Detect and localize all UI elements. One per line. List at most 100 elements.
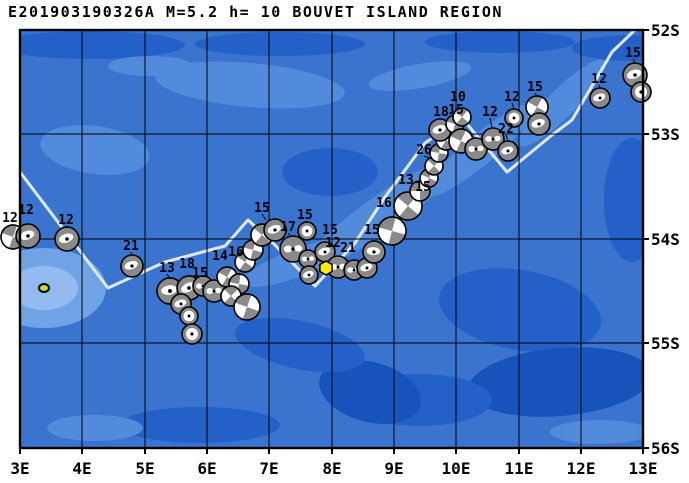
event-depth-label: 15 — [364, 223, 380, 238]
event-depth-label: 22 — [498, 122, 514, 137]
bathymetry-patch — [572, 35, 643, 61]
event-depth-label: 12 — [325, 236, 341, 251]
focal-mechanism — [630, 81, 652, 103]
epicenter-marker — [319, 260, 333, 276]
bathymetry-patch — [604, 138, 643, 262]
event-depth-label: 14 — [212, 249, 228, 264]
event-depth-label: 21 — [123, 239, 139, 254]
x-tick-label: 8E — [322, 459, 341, 478]
event-depth-label: 12 — [591, 72, 607, 87]
label-leader-line — [130, 251, 133, 257]
event-depth-label: 15 — [527, 80, 543, 95]
focal-mechanism — [314, 241, 336, 263]
bathymetry-patch — [120, 407, 280, 443]
focal-mechanism — [297, 221, 317, 241]
focal-mechanism — [481, 127, 505, 151]
y-tick-label: 55S — [651, 334, 680, 353]
focal-mechanism — [362, 240, 386, 264]
bathymetry-patch — [155, 61, 345, 109]
event-depth-label: 16 — [376, 196, 392, 211]
event-depth-label: 26 — [416, 143, 432, 158]
event-depth-label: 16 — [228, 245, 244, 260]
x-tick-label: 7E — [259, 459, 278, 478]
event-depth-label: 12 — [18, 203, 34, 218]
event-depth-label: 12 — [504, 90, 520, 105]
bathymetry-patch — [438, 268, 602, 352]
event-depth-label: 17 — [280, 220, 296, 235]
focal-mechanism — [589, 87, 611, 109]
focal-mechanism — [263, 218, 287, 242]
event-depth-label: 18 — [433, 105, 449, 120]
label-leader-line — [598, 84, 601, 89]
label-leader-line — [489, 117, 493, 129]
graticule — [20, 30, 643, 448]
label-leader-line — [287, 232, 292, 238]
x-tick-label: 3E — [10, 459, 29, 478]
bathymetry-patch — [468, 347, 643, 417]
bathymetry-patch — [195, 32, 365, 56]
bathymetry-patch — [319, 360, 421, 424]
x-tick-label: 12E — [567, 459, 596, 478]
focal-mechanism — [181, 323, 203, 345]
focal-mechanism — [54, 226, 80, 252]
plot-title: E201903190326A M=5.2 h= 10 BOUVET ISLAND… — [8, 3, 503, 21]
x-tick-label: 11E — [505, 459, 534, 478]
y-tick-label: 52S — [651, 21, 680, 40]
event-depth-label: 15 — [192, 266, 208, 281]
event-depth-label: 10 — [450, 90, 466, 105]
focal-mechanism — [527, 112, 551, 136]
event-depth-label: 18 — [179, 257, 195, 272]
bathymetry-patch — [20, 31, 185, 59]
event-depth-label: 15 — [415, 180, 431, 195]
label-leader-line — [166, 273, 171, 280]
x-tick-label: 5E — [135, 459, 154, 478]
label-leader-line — [534, 92, 538, 97]
x-tick-label: 4E — [72, 459, 91, 478]
focal-mechanism — [622, 62, 648, 88]
event-depth-label: 15 — [322, 223, 338, 238]
focal-mechanism — [452, 107, 472, 127]
focal-mechanism — [497, 140, 519, 162]
focal-mechanism — [120, 254, 144, 278]
plate-boundary-line — [20, 30, 638, 290]
bathymetry-patch — [282, 148, 378, 196]
ocean-layer — [20, 30, 643, 448]
label-leader-line — [423, 155, 433, 160]
bathymetry-patch — [108, 56, 192, 76]
y-tick-label: 54S — [651, 230, 680, 249]
y-tick-label: 53S — [651, 125, 680, 144]
label-leader-line — [632, 58, 636, 64]
focal-mechanism — [299, 265, 319, 285]
event-depth-label: 15 — [448, 103, 464, 118]
x-tick-label: 13E — [629, 459, 658, 478]
event-depth-label: 13 — [159, 261, 175, 276]
event-depth-label: 12 — [2, 211, 18, 226]
label-leader-line — [511, 102, 515, 110]
bathymetry-patch — [47, 415, 143, 441]
focal-mechanism — [464, 137, 488, 161]
event-depth-label: 12 — [482, 105, 498, 120]
y-tick-label: 56S — [651, 439, 680, 458]
label-leader-line — [304, 220, 308, 224]
axes: 3E 4E 5E 6E 7E 8E 9E 10E 11E 12E 13E 52S 53S 54S 55S 56… — [10, 21, 680, 478]
focal-mechanism — [179, 306, 199, 326]
event-depth-label: 15 — [254, 201, 270, 216]
label-leader-line — [505, 134, 509, 142]
focal-mechanism — [15, 223, 41, 249]
bathymetry-patch — [550, 420, 643, 444]
x-tick-label: 6E — [197, 459, 216, 478]
bathymetry-patch — [425, 31, 575, 53]
focal-mechanisms — [0, 62, 652, 345]
event-depth-label: 12 — [58, 213, 74, 228]
focal-mechanism — [233, 293, 261, 321]
bouvet-island — [38, 283, 50, 293]
x-tick-label: 9E — [384, 459, 403, 478]
event-depth-label: 21 — [340, 241, 356, 256]
label-leader-line — [65, 225, 68, 229]
focal-mechanism — [250, 223, 274, 247]
label-leader-line — [261, 213, 267, 221]
bathymetry-patch — [40, 125, 150, 175]
